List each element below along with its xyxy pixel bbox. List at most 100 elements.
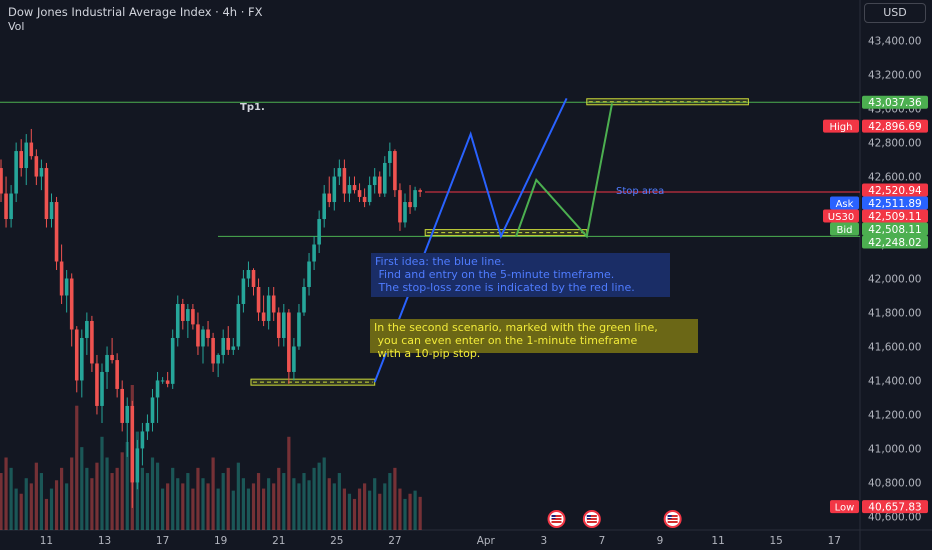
candle-body bbox=[150, 397, 155, 423]
stop-area-label: Stop area bbox=[616, 186, 665, 197]
volume-bar bbox=[287, 436, 291, 530]
volume-bar bbox=[267, 478, 271, 530]
x-tick-label: 11 bbox=[711, 535, 724, 547]
volume-bar bbox=[181, 483, 185, 530]
volume-bar bbox=[9, 467, 13, 530]
x-tick-label: 21 bbox=[272, 535, 285, 547]
candle-body bbox=[211, 337, 215, 364]
flag-stripes bbox=[551, 515, 562, 523]
volume-bar bbox=[327, 478, 331, 530]
volume-bar bbox=[140, 467, 144, 530]
price-tag-text: US30 bbox=[828, 212, 854, 223]
candle-body bbox=[297, 312, 301, 347]
candle-body bbox=[332, 176, 337, 203]
candle-body bbox=[377, 176, 382, 194]
volume-bar bbox=[262, 488, 266, 530]
candle-body bbox=[231, 346, 236, 350]
candle-body bbox=[170, 337, 175, 384]
volume-bar bbox=[171, 467, 175, 530]
volume-bar bbox=[342, 488, 346, 530]
candle-body bbox=[49, 202, 54, 220]
volume-bar bbox=[398, 488, 402, 530]
volume-bar bbox=[226, 467, 230, 530]
candle-body bbox=[347, 185, 352, 194]
price-tag-box bbox=[830, 196, 859, 210]
price-label-box bbox=[862, 95, 928, 109]
candle-body bbox=[44, 168, 49, 220]
volume-bar bbox=[312, 467, 316, 530]
candle-body bbox=[196, 324, 200, 347]
volume-bar bbox=[373, 478, 377, 530]
candle-body bbox=[9, 193, 13, 220]
candle-body bbox=[145, 422, 150, 432]
candle-body bbox=[372, 176, 377, 186]
price-label-value: 43,037.36 bbox=[868, 97, 922, 109]
volume-bar bbox=[14, 488, 18, 530]
volume-bar bbox=[383, 483, 387, 530]
candle-body bbox=[34, 156, 39, 177]
candle-body bbox=[403, 202, 407, 223]
volume-bar bbox=[256, 473, 261, 530]
price-tag-box bbox=[830, 500, 859, 514]
symbol-title[interactable]: Dow Jones Industrial Average Index · 4h … bbox=[8, 5, 263, 19]
candle-body bbox=[398, 190, 402, 223]
price-label-value: 40,657.83 bbox=[868, 501, 921, 513]
x-tick-label: 3 bbox=[541, 535, 548, 547]
volume-bar bbox=[191, 488, 195, 530]
symbol-price-label: 42,509.11 US30 bbox=[823, 209, 928, 223]
candle-body bbox=[312, 244, 316, 262]
price-label-value: 42,509.11 bbox=[868, 211, 921, 223]
candle-body bbox=[307, 261, 311, 287]
green-idea-note[interactable]: In the second scenario, marked with the … bbox=[370, 319, 698, 360]
volume-label: Vol bbox=[8, 20, 25, 33]
volume-bar bbox=[80, 447, 84, 530]
candle-body bbox=[160, 380, 165, 382]
volume-bar bbox=[4, 457, 8, 530]
currency-button[interactable]: USD bbox=[864, 3, 926, 23]
candle-body bbox=[246, 270, 251, 279]
volume-bar bbox=[39, 473, 43, 530]
blue-idea-note[interactable]: First idea: the blue line. Find and entr… bbox=[371, 253, 670, 297]
volume-bar bbox=[85, 467, 89, 530]
volume-bar bbox=[211, 457, 215, 530]
candle-body bbox=[4, 193, 8, 220]
volume-bar bbox=[49, 488, 54, 530]
candle-body bbox=[226, 337, 231, 350]
candle-body bbox=[337, 168, 342, 177]
candle-body bbox=[287, 312, 291, 372]
volume-bar bbox=[95, 462, 99, 530]
support-price-label: 42,248.02 bbox=[862, 235, 928, 249]
green-idea-path bbox=[515, 103, 614, 239]
candle-body bbox=[266, 295, 271, 321]
candle-body bbox=[64, 278, 69, 296]
y-tick-label: 40,600.00 bbox=[868, 511, 921, 523]
volume-bar bbox=[302, 473, 306, 530]
volume-bar bbox=[65, 483, 69, 530]
x-tick-label: 17 bbox=[156, 535, 169, 547]
volume-bar bbox=[196, 467, 200, 530]
candle-body bbox=[130, 405, 135, 483]
volume-bar bbox=[186, 473, 190, 530]
volume-bar bbox=[19, 493, 23, 530]
volume-bar bbox=[272, 483, 276, 530]
volume-bar bbox=[24, 478, 28, 530]
candle-body bbox=[95, 363, 99, 406]
bid-price-label: 42,508.11 Bid bbox=[830, 222, 928, 236]
candle-body bbox=[69, 278, 74, 330]
y-tick-label: 40,800.00 bbox=[868, 477, 921, 489]
candle-body bbox=[221, 337, 225, 355]
y-tick-label: 41,800.00 bbox=[868, 307, 921, 319]
candle-body bbox=[105, 354, 109, 372]
candle-body bbox=[206, 329, 210, 338]
candle-body bbox=[186, 309, 190, 321]
price-label-box bbox=[862, 196, 928, 210]
candle-body bbox=[292, 346, 296, 372]
price-tag-text: High bbox=[830, 122, 853, 133]
volume-bar bbox=[317, 462, 321, 530]
volume-bar bbox=[368, 490, 372, 530]
candle-body bbox=[322, 193, 326, 220]
volume-bar bbox=[44, 498, 49, 530]
candle-body bbox=[29, 142, 34, 157]
candle-body bbox=[59, 261, 64, 296]
